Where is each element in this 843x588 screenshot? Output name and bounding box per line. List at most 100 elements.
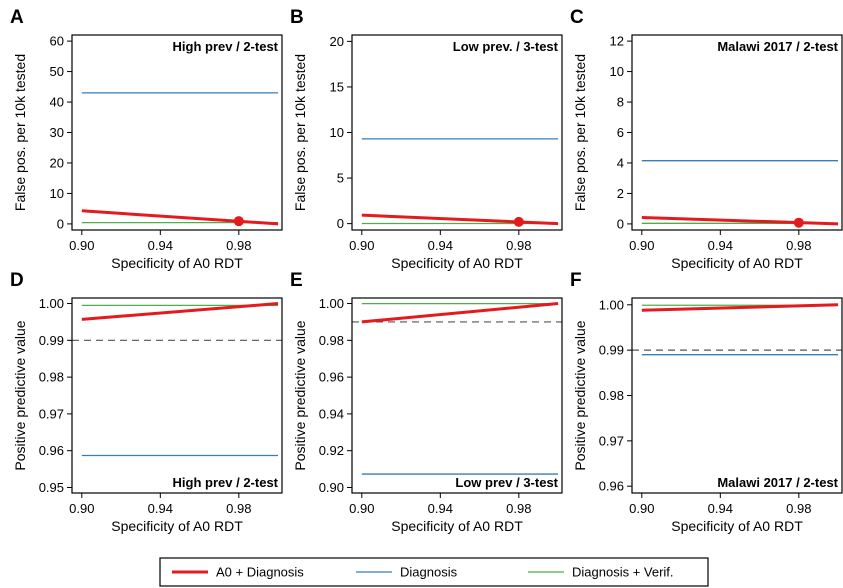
y-tick-label: 4	[617, 155, 624, 170]
x-axis-label: Specificity of A0 RDT	[671, 255, 803, 271]
panel-f: F 0.96 0.97 0.98 0.99 1.00 0.90 0.94 0.98 Specifi…	[570, 270, 843, 534]
y-tick-label: 50	[50, 64, 64, 79]
panel-letter-c: C	[570, 7, 584, 28]
y-tick-label: 60	[50, 34, 64, 49]
x-tick-label: 0.98	[786, 238, 811, 253]
y-axis-label: False pos. per 10k tested	[292, 54, 308, 211]
panel-letter-f: F	[570, 270, 582, 291]
y-tick-label: 0.94	[319, 406, 344, 421]
y-axis-label: Positive predictive value	[12, 320, 28, 470]
y-tick-label: 15	[330, 79, 344, 94]
x-tick-label: 0.94	[708, 238, 733, 253]
y-tick-label: 0	[617, 216, 624, 231]
x-axis-label: Specificity of A0 RDT	[111, 518, 243, 534]
series-line-a0-diagnosis	[361, 302, 559, 324]
legend-label: Diagnosis	[400, 565, 458, 580]
y-tick-label: 0.90	[319, 480, 344, 495]
panel-c: C 0 2 4 6 8 10 12 0.90 0.94 0.98 Specificity of A0 …	[570, 7, 843, 271]
y-tick-label: 0.96	[599, 479, 624, 494]
legend-box	[159, 557, 709, 587]
y-tick-label: 8	[617, 95, 624, 110]
y-axis-label: False pos. per 10k tested	[572, 54, 588, 211]
x-tick-label: 0.94	[708, 501, 733, 516]
y-tick-label: 20	[330, 34, 344, 49]
x-axis-label: Specificity of A0 RDT	[111, 255, 243, 271]
y-tick-label: 0.99	[39, 333, 64, 348]
x-tick-label: 0.90	[629, 501, 654, 516]
y-tick-label: 0	[337, 216, 344, 231]
series-line-a0-diagnosis	[81, 302, 279, 321]
legend-item-diagnosis: Diagnosis	[356, 565, 458, 580]
panel-letter-a: A	[10, 7, 24, 28]
panel-b: B 0 5 10 15 20 0.90 0.94 0.98 Specificity of A0 R…	[290, 7, 563, 271]
x-tick-label: 0.98	[506, 501, 531, 516]
y-tick-label: 0.98	[599, 388, 624, 403]
y-tick-label: 1.00	[599, 297, 624, 312]
x-axis-label: Specificity of A0 RDT	[391, 518, 523, 534]
plot-frame	[351, 34, 563, 231]
y-axis-label: Positive predictive value	[572, 320, 588, 470]
x-axis-label: Specificity of A0 RDT	[391, 255, 523, 271]
y-tick-label: 0	[57, 216, 64, 231]
x-tick-label: 0.90	[69, 501, 94, 516]
plot-frame	[71, 34, 283, 231]
y-tick-label: 0.98	[319, 333, 344, 348]
series-line-a0-diagnosis	[81, 209, 279, 226]
series-line-a0-diagnosis	[641, 216, 839, 226]
legend: A0 + Diagnosis Diagnosis Diagnosis + Verif…	[159, 557, 709, 587]
data-point-marker	[513, 216, 524, 227]
x-tick-label: 0.98	[786, 501, 811, 516]
panel-title: High prev / 2-test	[173, 39, 279, 54]
x-tick-label: 0.98	[226, 238, 251, 253]
legend-item-diagnosis-verif: Diagnosis + Verif.	[528, 565, 674, 580]
panel-e: E 0.90 0.92 0.94 0.96 0.98 1.00 0.90 0.94 0.98 Spe…	[290, 270, 563, 534]
y-tick-label: 0.92	[319, 443, 344, 458]
panel-title: Malawi 2017 / 2-test	[717, 39, 838, 54]
y-tick-label: 2	[617, 186, 624, 201]
panel-title: High prev / 2-test	[173, 475, 279, 490]
plot-frame	[71, 297, 283, 494]
plot-frame	[351, 297, 563, 494]
y-tick-label: 0.96	[39, 443, 64, 458]
legend-item-a0-diagnosis: A0 + Diagnosis	[172, 565, 304, 580]
panel-title: Low prev / 3-test	[455, 475, 558, 490]
y-tick-label: 10	[610, 64, 624, 79]
x-tick-label: 0.94	[428, 501, 453, 516]
y-tick-label: 10	[330, 125, 344, 140]
legend-label: Diagnosis + Verif.	[572, 565, 674, 580]
y-tick-label: 5	[337, 171, 344, 186]
y-tick-label: 10	[50, 186, 64, 201]
series-line-a0-diagnosis	[361, 213, 559, 226]
x-tick-label: 0.94	[148, 501, 173, 516]
y-tick-label: 0.95	[39, 480, 64, 495]
x-tick-label: 0.94	[148, 238, 173, 253]
panel-a: A 0 10 20 30 40 50 60 0.90 0.94 0.98 Specificity of…	[10, 7, 283, 271]
y-axis-label: False pos. per 10k tested	[12, 54, 28, 211]
panel-letter-d: D	[10, 270, 24, 291]
panel-d: D 0.95 0.96 0.97 0.98 0.99 1.00 0.90 0.94 0.98 Spe…	[10, 270, 283, 534]
y-axis-label: Positive predictive value	[292, 320, 308, 470]
y-tick-label: 6	[617, 125, 624, 140]
y-tick-label: 1.00	[319, 296, 344, 311]
x-tick-label: 0.90	[349, 501, 374, 516]
x-tick-label: 0.94	[428, 238, 453, 253]
panel-letter-e: E	[290, 270, 303, 291]
data-point-marker	[793, 217, 804, 228]
x-tick-label: 0.98	[226, 501, 251, 516]
y-tick-label: 0.98	[39, 370, 64, 385]
y-tick-label: 12	[610, 34, 624, 49]
panel-title: Low prev. / 3-test	[453, 39, 559, 54]
panel-title: Malawi 2017 / 2-test	[717, 475, 838, 490]
data-point-marker	[233, 216, 244, 227]
y-tick-label: 40	[50, 95, 64, 110]
y-tick-label: 0.97	[599, 433, 624, 448]
y-tick-label: 20	[50, 155, 64, 170]
y-tick-label: 30	[50, 125, 64, 140]
x-tick-label: 0.90	[629, 238, 654, 253]
plot-frame	[631, 34, 843, 231]
y-tick-label: 1.00	[39, 296, 64, 311]
x-tick-label: 0.90	[349, 238, 374, 253]
panel-letter-b: B	[290, 7, 304, 28]
series-line-a0-diagnosis	[641, 303, 839, 312]
